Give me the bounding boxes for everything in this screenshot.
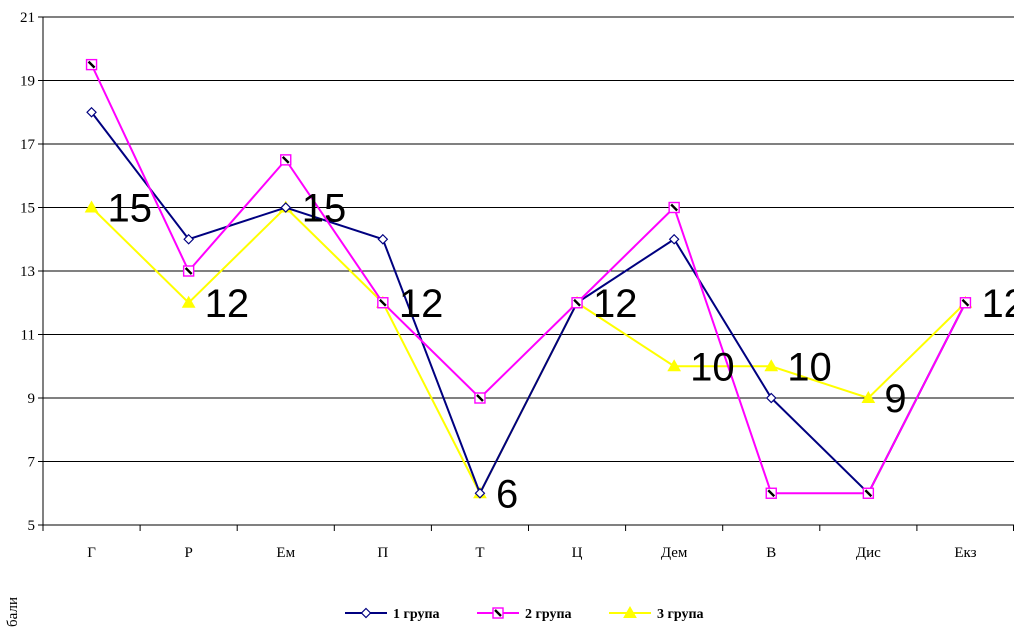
data-label: 10 — [787, 345, 832, 389]
data-point — [861, 390, 876, 403]
x-tick-label: Екз — [954, 545, 976, 561]
x-tick-label: Г — [87, 545, 96, 561]
legend-entry: 2 група — [477, 607, 572, 622]
data-label: 15 — [108, 187, 153, 231]
data-label: 12 — [593, 282, 638, 326]
gridlines — [43, 16, 1014, 526]
y-tick-label: 19 — [20, 74, 35, 90]
data-point — [85, 58, 98, 71]
data-label: 15 — [302, 187, 347, 231]
data-point — [959, 297, 972, 309]
data-label: 9 — [884, 377, 906, 421]
legend: 1 група 2 група 3 група — [345, 605, 704, 622]
data-point — [668, 233, 680, 245]
data-point — [84, 200, 99, 213]
legend-entry: 1 група — [345, 607, 440, 622]
data-point — [86, 106, 97, 118]
y-tick-label: 9 — [28, 391, 36, 407]
data-labels: 15 12 15 12 6 12 10 10 9 12 — [108, 187, 1014, 517]
y-tick-label: 5 — [28, 518, 36, 534]
data-label: 12 — [399, 282, 444, 326]
data-label: 12 — [205, 282, 250, 326]
x-tick-label: В — [766, 545, 776, 561]
y-tick-label: 13 — [20, 264, 35, 280]
data-point — [765, 392, 777, 404]
legend-label: 3 група — [657, 607, 704, 622]
y-tick-label: 11 — [21, 328, 35, 344]
data-point — [474, 392, 486, 404]
data-label: 10 — [690, 345, 735, 389]
data-label: 12 — [981, 282, 1014, 326]
legend-marker — [492, 607, 504, 619]
data-point — [862, 487, 875, 499]
data-point — [377, 233, 389, 245]
data-point — [474, 487, 486, 499]
data-point — [183, 233, 194, 245]
data-point — [181, 295, 196, 308]
y-tick-label: 7 — [28, 455, 36, 471]
legend-entry: 3 група — [609, 605, 704, 622]
y-tick-label: 17 — [20, 137, 36, 153]
x-tick-label: Дис — [856, 545, 881, 561]
series-group — [84, 58, 973, 499]
data-point — [377, 297, 389, 309]
x-axis-ticks: Г Р Ем П Т Ц Дем В Дис Екз — [42, 525, 1014, 561]
data-point — [764, 359, 779, 372]
data-point — [280, 154, 292, 166]
y-axis-ticks: 5 7 9 11 13 15 17 19 21 — [20, 10, 43, 534]
x-tick-label: Ем — [276, 545, 295, 561]
data-point — [765, 487, 777, 499]
data-label: 6 — [496, 472, 518, 516]
y-tick-label: 15 — [20, 201, 35, 217]
data-point — [667, 359, 682, 372]
x-tick-label: Дем — [661, 545, 688, 561]
legend-label: 1 група — [393, 607, 440, 622]
legend-marker — [623, 605, 637, 618]
x-tick-label: Ц — [572, 545, 583, 561]
legend-label: 2 група — [525, 607, 572, 622]
data-point — [280, 202, 292, 213]
x-tick-label: П — [377, 545, 388, 561]
series-2 — [85, 58, 972, 499]
x-tick-label: Т — [475, 545, 484, 561]
legend-marker — [360, 607, 372, 619]
series-line — [90, 111, 967, 496]
y-tick-label: 21 — [20, 10, 35, 26]
series-line — [90, 64, 967, 495]
data-point — [571, 297, 583, 309]
x-tick-label: Р — [184, 545, 192, 561]
data-point — [668, 201, 680, 214]
y-axis-label: бали — [5, 597, 21, 627]
data-point — [182, 265, 195, 277]
